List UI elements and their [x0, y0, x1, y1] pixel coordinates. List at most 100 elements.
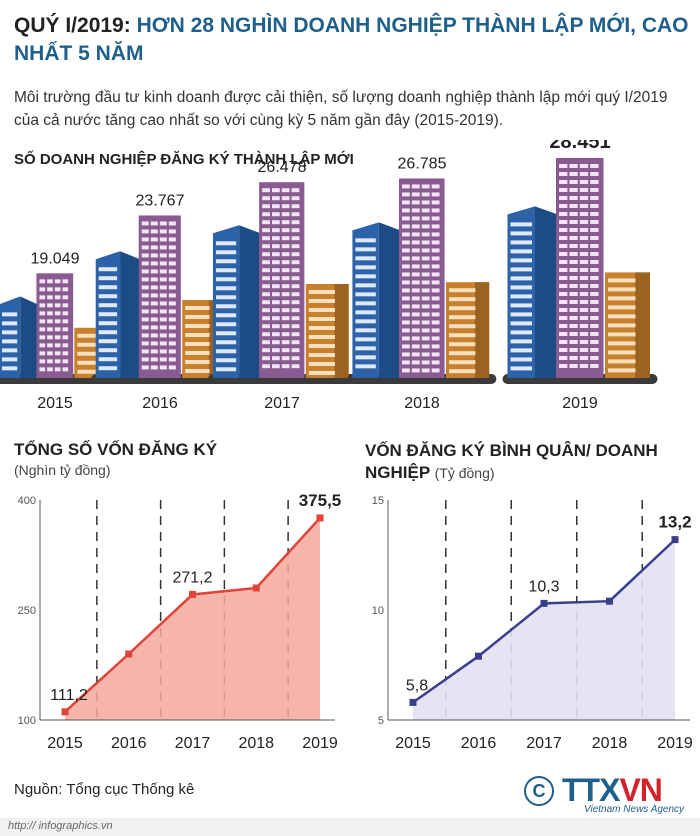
- data-label: 271,2: [172, 569, 212, 586]
- window: [579, 164, 589, 168]
- window: [421, 312, 430, 317]
- window: [355, 238, 376, 243]
- window: [150, 357, 158, 362]
- window: [150, 253, 158, 258]
- window: [271, 228, 280, 233]
- bar-category-label: 2018: [404, 395, 440, 412]
- window: [98, 330, 118, 335]
- window: [159, 253, 167, 258]
- window: [355, 247, 376, 252]
- window: [308, 308, 335, 313]
- window: [510, 321, 532, 326]
- window: [281, 356, 290, 361]
- window: [77, 333, 99, 338]
- window: [281, 284, 290, 289]
- window: [355, 274, 376, 279]
- x-tick-label: 2015: [395, 735, 431, 752]
- window: [411, 336, 420, 341]
- building-blue-side: [535, 206, 558, 378]
- window: [262, 204, 270, 209]
- window: [54, 327, 61, 332]
- window: [47, 295, 53, 300]
- window: [401, 368, 410, 373]
- window: [448, 288, 476, 293]
- window: [431, 344, 440, 349]
- window: [308, 362, 335, 367]
- window: [590, 180, 599, 184]
- window: [291, 252, 300, 257]
- window: [271, 188, 280, 193]
- average-chart-title-text: VỐN ĐĂNG KÝ BÌNH QUÂN/ DOANH NGHIỆP: [365, 441, 658, 482]
- window: [150, 277, 158, 282]
- window: [421, 184, 430, 189]
- window: [271, 252, 280, 257]
- window: [62, 279, 69, 284]
- window: [559, 316, 568, 320]
- x-tick-label: 2017: [175, 735, 211, 752]
- window: [355, 364, 376, 369]
- window: [271, 236, 280, 241]
- window: [421, 248, 430, 253]
- bar-category-label: 2019: [562, 395, 598, 412]
- data-point: [316, 514, 324, 522]
- window: [39, 287, 46, 292]
- average-chart-subtitle: (Tỷ đồng): [434, 465, 495, 481]
- window: [54, 351, 61, 356]
- window: [150, 349, 158, 354]
- window: [569, 260, 578, 264]
- window: [421, 304, 430, 309]
- window: [411, 280, 420, 285]
- window: [569, 348, 578, 352]
- window: [421, 192, 430, 197]
- window: [159, 221, 167, 226]
- window: [590, 228, 599, 232]
- window: [281, 348, 290, 353]
- window: [411, 200, 420, 205]
- window: [411, 296, 420, 301]
- average-chart-title: VỐN ĐĂNG KÝ BÌNH QUÂN/ DOANH NGHIỆP (Tỷ …: [365, 440, 685, 484]
- data-point: [189, 590, 196, 598]
- window: [431, 368, 440, 373]
- bar-category-label: 2015: [37, 395, 73, 412]
- window: [262, 316, 270, 321]
- window: [308, 344, 335, 349]
- window: [168, 301, 176, 306]
- window: [401, 336, 410, 341]
- window: [141, 229, 149, 234]
- window: [39, 303, 46, 308]
- window: [271, 244, 280, 249]
- window: [421, 320, 430, 325]
- window: [401, 320, 410, 325]
- window: [281, 340, 290, 345]
- window: [579, 292, 589, 296]
- window: [150, 317, 158, 322]
- window: [262, 220, 270, 225]
- x-tick-label: 2017: [526, 735, 562, 752]
- window: [559, 292, 568, 296]
- window: [291, 212, 300, 217]
- window: [431, 296, 440, 301]
- window: [54, 359, 61, 364]
- window: [185, 359, 210, 364]
- window: [411, 216, 420, 221]
- y-tick-label: 400: [18, 495, 36, 507]
- window: [281, 300, 290, 305]
- window: [98, 303, 118, 308]
- window: [291, 300, 300, 305]
- building-bar-2017: [208, 182, 356, 384]
- window: [291, 308, 300, 313]
- window: [411, 192, 420, 197]
- window: [98, 348, 118, 353]
- window: [411, 264, 420, 269]
- window: [411, 320, 420, 325]
- window: [421, 200, 430, 205]
- window: [510, 312, 532, 317]
- window: [411, 288, 420, 293]
- window: [579, 180, 589, 184]
- window: [271, 300, 280, 305]
- window: [47, 367, 53, 372]
- series-area: [65, 517, 320, 720]
- window: [215, 340, 237, 345]
- window: [168, 253, 176, 258]
- building-blue: [507, 206, 535, 378]
